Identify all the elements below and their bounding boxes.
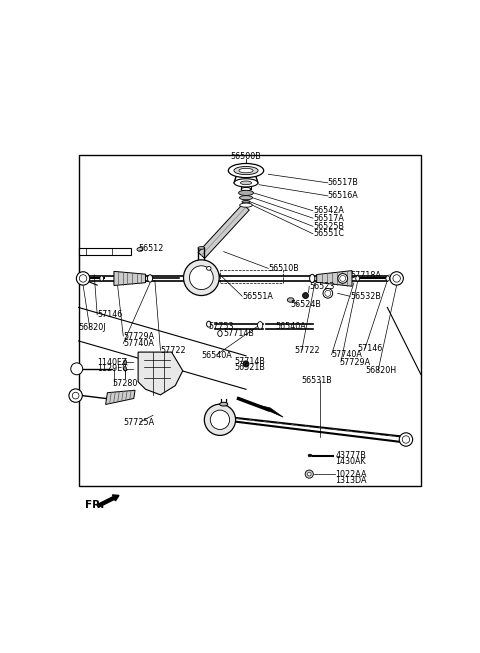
Text: 57740A: 57740A: [332, 350, 362, 359]
Text: FR.: FR.: [85, 500, 104, 511]
Text: 57714B: 57714B: [224, 329, 254, 338]
Ellipse shape: [218, 330, 222, 336]
Text: 1140FZ: 1140FZ: [97, 358, 127, 366]
Circle shape: [79, 275, 87, 282]
Circle shape: [210, 410, 229, 430]
Circle shape: [390, 272, 403, 285]
Polygon shape: [79, 248, 131, 255]
Text: 57722: 57722: [160, 345, 186, 355]
Circle shape: [72, 392, 79, 399]
Text: 56512: 56512: [138, 244, 164, 253]
Ellipse shape: [243, 361, 249, 367]
Text: 56820H: 56820H: [365, 366, 396, 375]
Ellipse shape: [258, 321, 263, 329]
Text: 57146: 57146: [97, 310, 122, 319]
Ellipse shape: [240, 196, 252, 200]
Circle shape: [71, 363, 83, 375]
Ellipse shape: [234, 167, 258, 174]
FancyArrow shape: [98, 495, 119, 507]
Text: 57146: 57146: [358, 344, 383, 353]
Circle shape: [76, 272, 90, 285]
Text: 56524B: 56524B: [290, 300, 322, 310]
Text: 56532B: 56532B: [350, 292, 381, 301]
Ellipse shape: [310, 274, 315, 283]
Circle shape: [393, 275, 400, 282]
Ellipse shape: [340, 276, 346, 281]
Ellipse shape: [228, 163, 264, 178]
Ellipse shape: [308, 454, 312, 457]
Text: 56542A: 56542A: [313, 206, 344, 215]
Circle shape: [307, 472, 311, 476]
Ellipse shape: [100, 276, 104, 281]
Circle shape: [305, 470, 313, 478]
Polygon shape: [198, 204, 249, 259]
Ellipse shape: [124, 366, 127, 371]
Circle shape: [204, 404, 236, 436]
Polygon shape: [138, 352, 183, 395]
Ellipse shape: [323, 289, 333, 298]
Ellipse shape: [386, 276, 390, 281]
Text: 56521B: 56521B: [235, 363, 266, 372]
Text: 56540A: 56540A: [276, 321, 307, 330]
Text: 57753: 57753: [209, 323, 234, 331]
Text: 57722: 57722: [294, 345, 320, 355]
Polygon shape: [106, 390, 135, 404]
Text: 57280: 57280: [112, 379, 137, 388]
Text: 57729A: 57729A: [123, 332, 155, 341]
Text: 56517A: 56517A: [313, 214, 344, 223]
Ellipse shape: [198, 247, 204, 249]
Ellipse shape: [241, 187, 251, 191]
Text: 1430AK: 1430AK: [335, 457, 366, 466]
Text: 1313DA: 1313DA: [335, 476, 367, 485]
Text: 57740A: 57740A: [123, 339, 154, 348]
Text: 56820J: 56820J: [79, 323, 106, 332]
Text: 57714B: 57714B: [235, 357, 266, 366]
Ellipse shape: [240, 181, 252, 185]
Ellipse shape: [356, 276, 360, 281]
Circle shape: [399, 433, 413, 446]
Ellipse shape: [206, 266, 211, 270]
Ellipse shape: [219, 402, 228, 406]
Ellipse shape: [239, 168, 253, 173]
Text: 1129EC: 1129EC: [97, 364, 128, 374]
Text: 56551A: 56551A: [242, 292, 273, 301]
Text: 56540A: 56540A: [202, 351, 232, 360]
Text: 57729A: 57729A: [339, 358, 370, 366]
Ellipse shape: [124, 360, 127, 364]
Text: 56531B: 56531B: [302, 376, 333, 385]
Text: 57725A: 57725A: [123, 417, 155, 426]
Text: 57718A: 57718A: [350, 272, 381, 280]
Bar: [79, 155, 421, 486]
Polygon shape: [317, 270, 352, 286]
Text: 56517B: 56517B: [328, 178, 359, 187]
Ellipse shape: [325, 291, 331, 296]
Ellipse shape: [147, 275, 153, 282]
Circle shape: [69, 389, 83, 402]
Circle shape: [183, 260, 219, 296]
Text: 56500B: 56500B: [230, 152, 262, 161]
Ellipse shape: [240, 203, 252, 207]
Polygon shape: [253, 404, 283, 417]
Polygon shape: [114, 272, 145, 285]
Ellipse shape: [288, 298, 294, 302]
Ellipse shape: [234, 179, 258, 187]
Text: 56525B: 56525B: [313, 222, 344, 231]
Text: 56523: 56523: [309, 281, 335, 291]
Ellipse shape: [239, 190, 253, 195]
Circle shape: [402, 436, 410, 443]
Ellipse shape: [338, 274, 348, 283]
Text: 56516A: 56516A: [328, 191, 359, 200]
Text: 56510B: 56510B: [268, 264, 299, 273]
Ellipse shape: [302, 293, 309, 298]
Text: 56551C: 56551C: [313, 229, 344, 238]
Circle shape: [190, 266, 213, 289]
Ellipse shape: [137, 247, 143, 251]
Text: 1022AA: 1022AA: [335, 470, 367, 479]
Text: 43777B: 43777B: [335, 451, 366, 460]
Ellipse shape: [242, 200, 250, 203]
Ellipse shape: [206, 321, 211, 327]
